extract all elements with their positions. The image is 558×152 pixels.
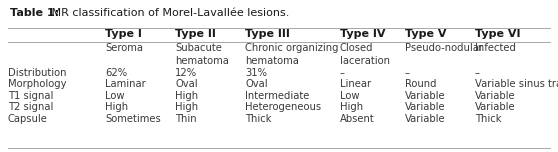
Text: Distribution: Distribution [8, 68, 66, 78]
Text: Variable sinus tract: Variable sinus tract [475, 79, 558, 90]
Text: Sometimes: Sometimes [105, 114, 161, 124]
Text: Thick: Thick [245, 114, 272, 124]
Text: –: – [475, 68, 480, 78]
Text: Variable: Variable [405, 114, 446, 124]
Text: 31%: 31% [245, 68, 267, 78]
Text: Type IV: Type IV [340, 29, 386, 39]
Text: Morphology: Morphology [8, 79, 66, 90]
Text: 62%: 62% [105, 68, 127, 78]
Text: Oval: Oval [175, 79, 198, 90]
Text: Type V: Type V [405, 29, 446, 39]
Text: MR classification of Morel-Lavallée lesions.: MR classification of Morel-Lavallée lesi… [49, 8, 290, 18]
Text: Variable: Variable [405, 102, 446, 112]
Text: High: High [340, 102, 363, 112]
Text: Absent: Absent [340, 114, 375, 124]
Text: Thin: Thin [175, 114, 196, 124]
Text: Table 1:: Table 1: [10, 8, 59, 18]
Text: Linear: Linear [340, 79, 371, 90]
Text: Variable: Variable [475, 102, 516, 112]
Text: –: – [405, 68, 410, 78]
Text: High: High [175, 102, 198, 112]
Text: Type II: Type II [175, 29, 216, 39]
Text: Heterogeneous: Heterogeneous [245, 102, 321, 112]
Text: T1 signal: T1 signal [8, 91, 54, 101]
Text: Infected: Infected [475, 43, 516, 53]
Text: Oval: Oval [245, 79, 268, 90]
Text: Type III: Type III [245, 29, 290, 39]
Text: Subacute
hematoma: Subacute hematoma [175, 43, 229, 66]
Text: –: – [340, 68, 345, 78]
Text: High: High [105, 102, 128, 112]
Text: Pseudo-nodular: Pseudo-nodular [405, 43, 483, 53]
Text: Chronic organizing
hematoma: Chronic organizing hematoma [245, 43, 339, 66]
Text: Low: Low [105, 91, 124, 101]
Text: Variable: Variable [475, 91, 516, 101]
Text: 12%: 12% [175, 68, 197, 78]
Text: Closed
laceration: Closed laceration [340, 43, 390, 66]
Text: Thick: Thick [475, 114, 502, 124]
Text: Seroma: Seroma [105, 43, 143, 53]
Text: T2 signal: T2 signal [8, 102, 54, 112]
Text: Intermediate: Intermediate [245, 91, 309, 101]
Text: Type I: Type I [105, 29, 142, 39]
Text: Round: Round [405, 79, 436, 90]
Text: Laminar: Laminar [105, 79, 146, 90]
Text: High: High [175, 91, 198, 101]
Text: Capsule: Capsule [8, 114, 48, 124]
Text: Type VI: Type VI [475, 29, 521, 39]
Text: Low: Low [340, 91, 359, 101]
Text: Variable: Variable [405, 91, 446, 101]
